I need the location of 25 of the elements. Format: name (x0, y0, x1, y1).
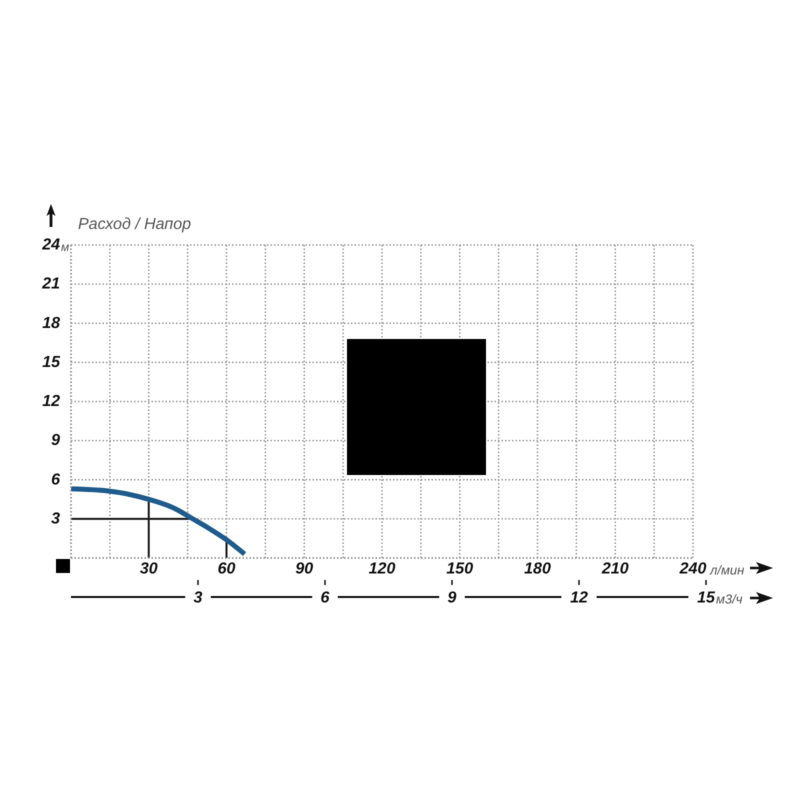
x-tick-label: 210 (600, 560, 629, 578)
x2-tick-label: 15 (697, 590, 716, 606)
chart-title: Расход / Напор (78, 216, 191, 234)
x-tick-label: 60 (218, 560, 236, 578)
x2-tick-label: 3 (194, 590, 203, 606)
x-tick-label: 180 (524, 560, 551, 578)
y-tick-label: 9 (51, 432, 60, 450)
y-tick-label: 6 (51, 471, 60, 488)
x-tick-label: 150 (446, 560, 474, 578)
x-tick-label: 120 (368, 560, 396, 578)
x2-tick-label: 9 (448, 590, 457, 606)
y-tick-label: 3 (51, 510, 60, 528)
y-tick-label: 18 (42, 314, 60, 332)
y-tick-label: 15 (42, 354, 62, 371)
y-tick-label: 12 (42, 393, 60, 410)
y-tick-label: 24 (41, 236, 60, 254)
y-axis-title: м (61, 240, 70, 254)
x-tick-label: 240 (678, 560, 706, 578)
x2-tick-label: 12 (570, 590, 588, 606)
x-tick-label: 30 (140, 560, 158, 578)
x-tick-label: 90 (295, 560, 314, 578)
x2-tick-label: 6 (320, 590, 330, 606)
x-axis-title: л/мин (709, 562, 744, 578)
y-tick-label: 21 (41, 276, 60, 293)
x2-axis-title: м3/ч (716, 592, 743, 606)
